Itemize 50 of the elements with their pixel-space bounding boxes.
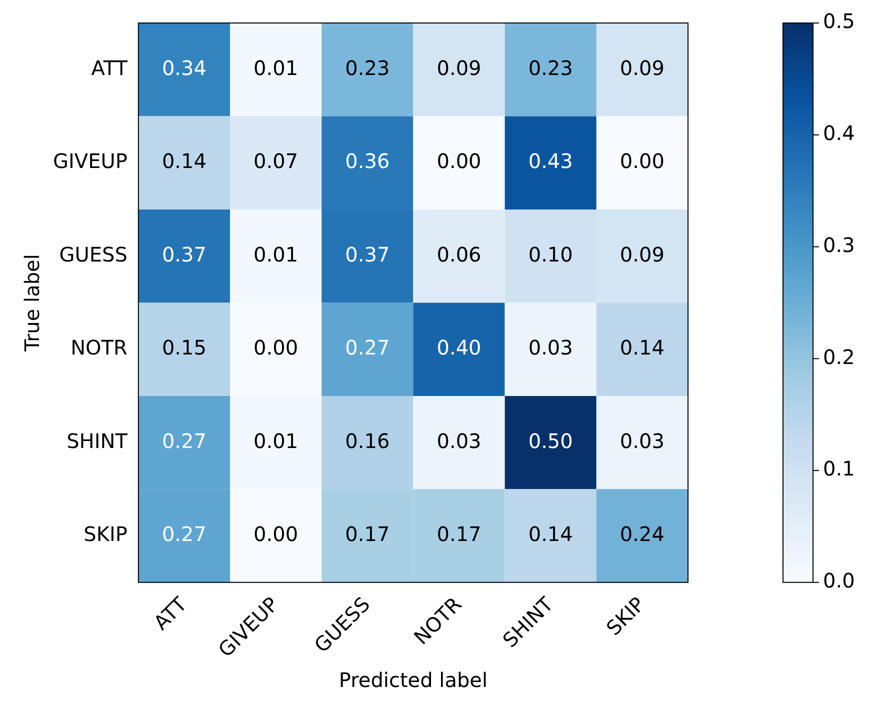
data-label: 0.36 xyxy=(345,149,390,174)
data-label: 0.27 xyxy=(345,336,390,360)
data-label: 0.37 xyxy=(345,242,390,266)
data-label: 0.16 xyxy=(345,428,390,453)
color-bar-label: 0.1 xyxy=(823,456,855,481)
data-label: 0.17 xyxy=(436,522,482,546)
data-label: 0.14 xyxy=(620,336,664,360)
data-label: 0.01 xyxy=(254,56,298,80)
data-label: 0.23 xyxy=(345,56,390,80)
y-tick-label: SHINT xyxy=(66,428,128,453)
data-label: 0.00 xyxy=(254,336,298,360)
data-label: 0.10 xyxy=(528,242,573,266)
data-label: 0.37 xyxy=(162,242,206,266)
color-bar-label: 0.5 xyxy=(823,9,855,34)
color-bar-label: 0.0 xyxy=(823,568,855,593)
data-label: 0.27 xyxy=(162,428,206,453)
data-label: 0.07 xyxy=(254,149,298,174)
data-label: 0.00 xyxy=(436,149,482,174)
data-label: 0.50 xyxy=(528,428,573,453)
data-label: 0.03 xyxy=(436,428,482,453)
y-axis-title: True label xyxy=(20,254,44,352)
data-label: 0.14 xyxy=(528,522,573,546)
color-bar-label: 0.4 xyxy=(823,121,855,146)
x-axis-title: Predicted label xyxy=(338,668,488,692)
data-label: 0.17 xyxy=(345,522,390,546)
color-bar-label: 0.3 xyxy=(823,232,855,257)
data-label: 0.27 xyxy=(162,522,206,546)
y-tick-label: GUESS xyxy=(59,242,128,266)
data-label: 0.06 xyxy=(436,242,482,266)
data-label: 0.23 xyxy=(528,56,573,80)
data-label: 0.09 xyxy=(620,242,664,266)
data-label: 0.01 xyxy=(254,428,298,453)
data-label: 0.01 xyxy=(254,242,298,266)
y-tick-label: NOTR xyxy=(70,336,128,360)
data-label: 0.34 xyxy=(162,56,206,80)
data-label: 0.00 xyxy=(620,149,664,174)
y-tick-label: GIVEUP xyxy=(52,149,128,174)
y-tick-label: ATT xyxy=(91,56,128,80)
data-label: 0.09 xyxy=(436,56,482,80)
data-label: 0.00 xyxy=(254,522,298,546)
data-label: 0.14 xyxy=(162,149,206,174)
color-bar-label: 0.2 xyxy=(823,344,855,369)
data-label: 0.03 xyxy=(528,336,573,360)
data-label: 0.24 xyxy=(620,522,664,546)
data-label: 0.03 xyxy=(620,428,664,453)
data-label: 0.40 xyxy=(436,336,482,360)
data-label: 0.43 xyxy=(528,149,573,174)
data-label: 0.09 xyxy=(620,56,664,80)
y-tick-label: SKIP xyxy=(84,522,128,546)
data-label: 0.15 xyxy=(162,336,206,360)
